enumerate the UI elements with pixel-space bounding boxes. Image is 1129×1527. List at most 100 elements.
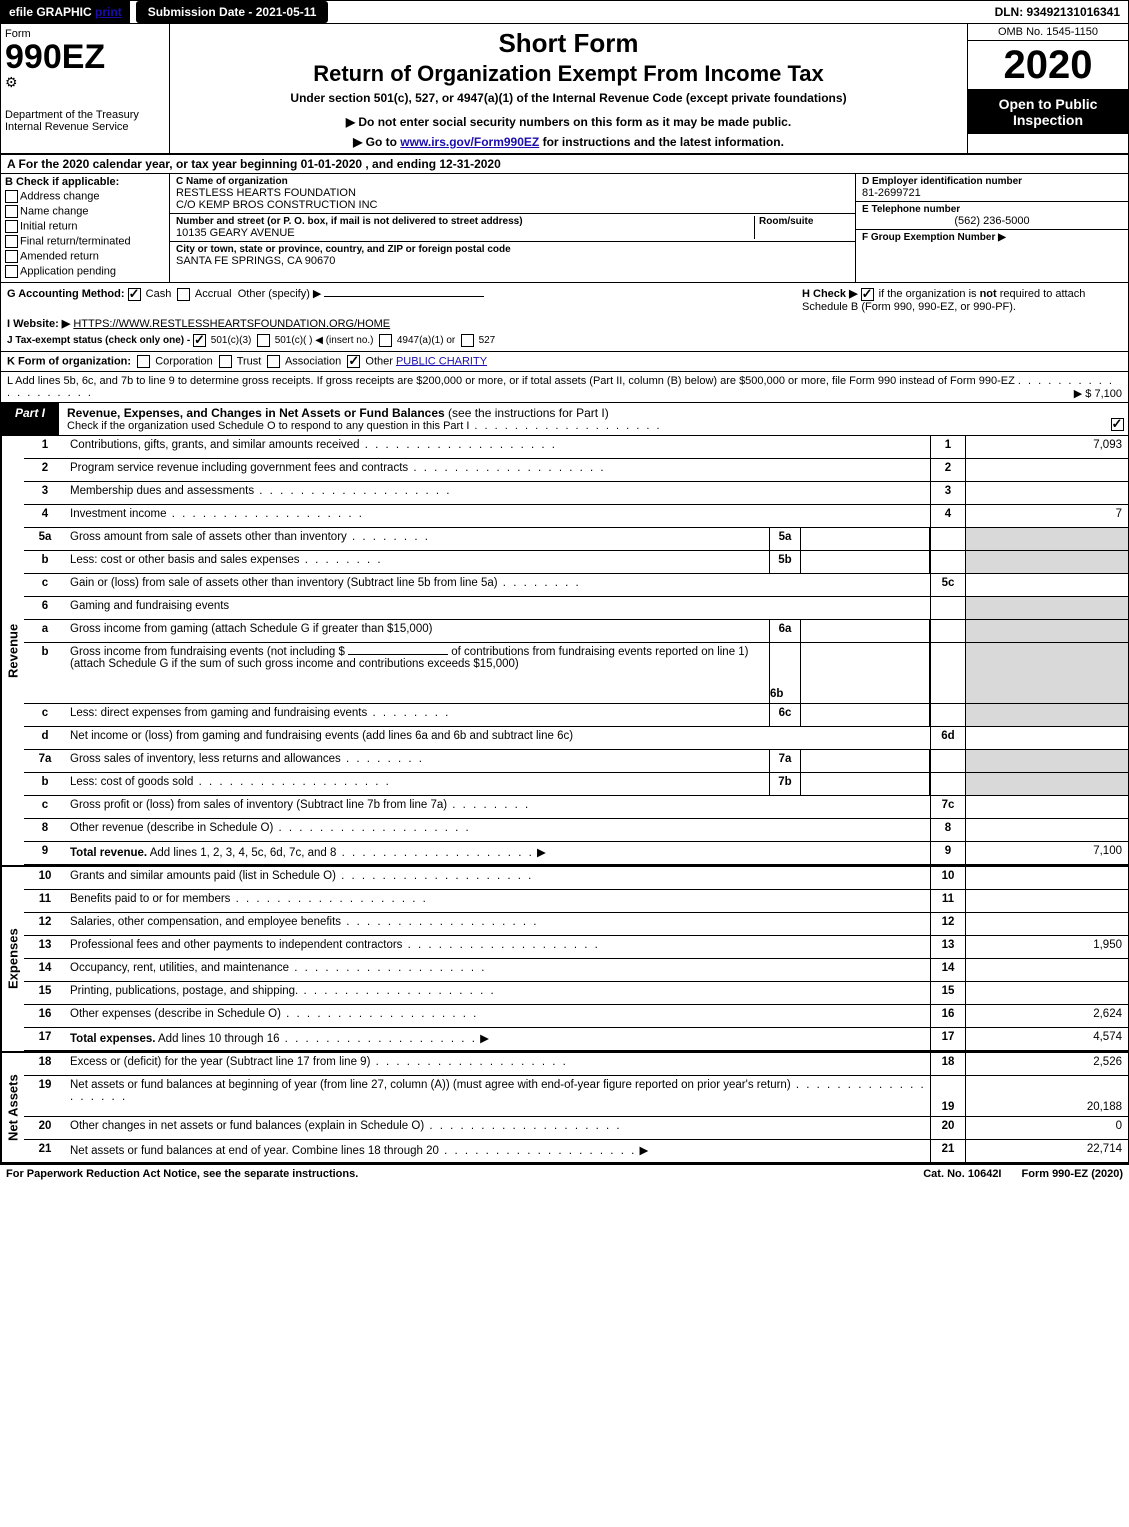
dln-label: DLN: 93492131016341 [987,1,1128,23]
box-b: B Check if applicable: Address change Na… [1,174,170,282]
table-row: 6Gaming and fundraising events [24,597,1128,620]
chk-address-change[interactable]: Address change [5,190,165,203]
org-city: SANTA FE SPRINGS, CA 90670 [176,255,849,267]
box-d-e-f: D Employer identification number 81-2699… [856,174,1128,282]
table-row: 16Other expenses (describe in Schedule O… [24,1005,1128,1028]
chk-name-change[interactable]: Name change [5,205,165,218]
ein-value: 81-2699721 [862,187,1122,199]
chk-application-pending[interactable]: Application pending [5,265,165,278]
chk-trust[interactable] [219,355,232,368]
table-row: cGross profit or (loss) from sales of in… [24,796,1128,819]
chk-assoc[interactable] [267,355,280,368]
j-label: J Tax-exempt status (check only one) - [7,335,190,346]
expenses-side-label: Expenses [1,867,24,1051]
fundraising-amount-input[interactable] [348,654,448,655]
table-row: 14Occupancy, rent, utilities, and mainte… [24,959,1128,982]
chk-other-org[interactable] [347,355,360,368]
table-row: 11Benefits paid to or for members11 [24,890,1128,913]
row-k: K Form of organization: Corporation Trus… [0,352,1129,372]
table-row: bLess: cost of goods sold7b [24,773,1128,796]
chk-accrual[interactable] [177,288,190,301]
table-row: 2Program service revenue including gover… [24,459,1128,482]
chk-501c[interactable] [257,334,270,347]
org-info-row: B Check if applicable: Address change Na… [0,174,1129,283]
table-row: 21Net assets or fund balances at end of … [24,1140,1128,1162]
h-check-label: H Check ▶ [802,288,858,300]
h-block: H Check ▶ if the organization is not req… [802,287,1122,347]
org-name-2: C/O KEMP BROS CONSTRUCTION INC [176,199,849,211]
revenue-side-label: Revenue [1,436,24,865]
chk-501c3[interactable] [193,334,206,347]
title-return: Return of Organization Exempt From Incom… [178,61,959,87]
table-row: cGain or (loss) from sale of assets othe… [24,574,1128,597]
lbl-street: Number and street (or P. O. box, if mail… [176,216,754,227]
chk-initial-return[interactable]: Initial return [5,220,165,233]
table-row: 18Excess or (deficit) for the year (Subt… [24,1053,1128,1076]
chk-527[interactable] [461,334,474,347]
telephone-value: (562) 236-5000 [862,215,1122,227]
net-assets-section: Net Assets 18Excess or (deficit) for the… [0,1051,1129,1164]
table-row: 3Membership dues and assessments3 [24,482,1128,505]
open-public-inspection: Open to Public Inspection [968,90,1128,134]
chk-corp[interactable] [137,355,150,368]
chk-not-required-schedule-b[interactable] [861,288,874,301]
org-name-1: RESTLESS HEARTS FOUNDATION [176,187,849,199]
title-short-form: Short Form [178,28,959,59]
treasury-icon: ⚙ [5,74,165,91]
org-street: 10135 GEARY AVENUE [176,227,754,239]
g-label: G Accounting Method: [7,288,125,300]
submission-date-badge: Submission Date - 2021-05-11 [136,1,329,23]
efile-top-bar: efile GRAPHIC print Submission Date - 20… [0,0,1129,24]
expenses-section: Expenses 10Grants and similar amounts pa… [0,865,1129,1051]
revenue-section: Revenue 1Contributions, gifts, grants, a… [0,436,1129,865]
table-row: 12Salaries, other compensation, and empl… [24,913,1128,936]
table-row: 19Net assets or fund balances at beginni… [24,1076,1128,1117]
part-1-tag: Part I [1,403,59,435]
footer-paperwork: For Paperwork Reduction Act Notice, see … [6,1168,903,1180]
chk-final-return[interactable]: Final return/terminated [5,235,165,248]
g-other: Other (specify) ▶ [238,288,322,300]
table-row: cLess: direct expenses from gaming and f… [24,704,1128,727]
table-row: 8Other revenue (describe in Schedule O)8 [24,819,1128,842]
part-1-header: Part I Revenue, Expenses, and Changes in… [0,403,1129,436]
department-label: Department of the Treasury [5,109,165,121]
table-row: dNet income or (loss) from gaming and fu… [24,727,1128,750]
part-1-check-text: Check if the organization used Schedule … [67,420,469,432]
i-label: I Website: ▶ [7,318,70,330]
footer-form-ref: Form 990-EZ (2020) [1022,1168,1124,1180]
table-row: 9Total revenue. Add lines 1, 2, 3, 4, 5c… [24,842,1128,865]
header-center: Short Form Return of Organization Exempt… [170,24,967,153]
chk-cash[interactable] [128,288,141,301]
website-value: HTTPS://WWW.RESTLESSHEARTSFOUNDATION.ORG… [73,318,390,330]
irs-link[interactable]: www.irs.gov/Form990EZ [400,135,539,149]
table-row: aGross income from gaming (attach Schedu… [24,620,1128,643]
public-charity-link[interactable]: PUBLIC CHARITY [396,355,487,367]
table-row: 4Investment income47 [24,505,1128,528]
chk-schedule-o-used[interactable] [1111,418,1124,431]
header-left: Form 990EZ ⚙ Department of the Treasury … [1,24,170,153]
efile-graphic-label: efile GRAPHIC print [1,1,130,23]
chk-4947[interactable] [379,334,392,347]
goto-instructions: ▶ Go to www.irs.gov/Form990EZ for instru… [178,135,959,149]
lbl-telephone: E Telephone number [862,204,1122,215]
l-text: L Add lines 5b, 6c, and 7b to line 9 to … [7,375,1015,387]
form-number: 990EZ [5,40,165,74]
print-link[interactable]: print [95,5,122,19]
g-other-input[interactable] [324,296,484,297]
lbl-ein: D Employer identification number [862,176,1122,187]
table-row: 7aGross sales of inventory, less returns… [24,750,1128,773]
table-row: bGross income from fundraising events (n… [24,643,1128,704]
lbl-org-name: C Name of organization [176,176,849,187]
chk-amended-return[interactable]: Amended return [5,250,165,263]
row-g-h: G Accounting Method: Cash Accrual Other … [0,283,1129,352]
table-row: 1Contributions, gifts, grants, and simil… [24,436,1128,459]
goto-suffix: for instructions and the latest informat… [543,135,784,149]
page-footer: For Paperwork Reduction Act Notice, see … [0,1164,1129,1183]
efile-text: efile GRAPHIC [9,5,92,19]
lbl-city: City or town, state or province, country… [176,244,849,255]
box-b-title: B Check if applicable: [5,176,165,188]
header-right: OMB No. 1545-1150 2020 Open to Public In… [967,24,1128,153]
omb-number: OMB No. 1545-1150 [968,24,1128,41]
box-c: C Name of organization RESTLESS HEARTS F… [170,174,856,282]
subtitle: Under section 501(c), 527, or 4947(a)(1)… [178,91,959,105]
